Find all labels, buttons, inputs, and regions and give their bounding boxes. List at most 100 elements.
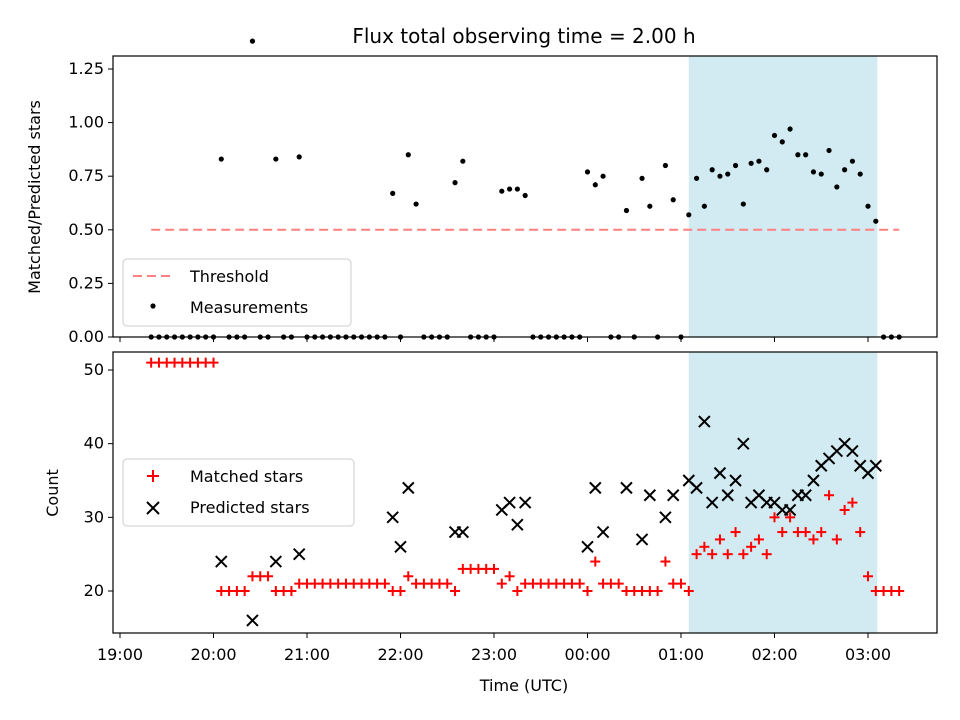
matched-star-point [839,504,850,515]
top-y-tick-label: 1.00 [68,113,104,132]
predicted-star-point [518,496,532,509]
matched-star-point [730,527,741,538]
matched-star-point [847,497,858,508]
measurement-point [592,182,598,188]
matched-star-point [769,512,780,523]
bottom-y-tick-label: 50 [84,360,104,379]
matched-star-point [395,586,406,596]
matched-star-point [208,357,219,368]
matched-star-point [676,578,686,589]
measurement-point [647,203,653,209]
matched-star-point [582,586,593,596]
legend-measurements-label: Measurements [190,298,308,317]
measurement-point [686,212,692,218]
measurement-point [499,188,505,194]
measurement-point [787,126,793,132]
predicted-star-point [667,489,680,502]
predicted-star-point [246,614,259,627]
bottom-y-axis-label: Count [43,469,62,517]
measurement-point [662,162,669,169]
measurement-point [795,152,801,158]
predicted-stars-series [215,415,882,627]
matched-star-point [652,586,663,596]
predicted-star-point [846,444,859,458]
predicted-star-point [511,518,524,531]
bottom-x-axis-label: Time (UTC) [479,676,568,695]
measurement-point [803,152,809,158]
measurement-point [273,156,279,162]
measurement-point [818,171,824,177]
matched-star-point [683,586,694,596]
predicted-star-point [713,466,727,480]
predicted-star-point [620,481,633,495]
predicted-star-point [737,437,750,450]
measurement-point [834,184,840,190]
measurement-point [390,190,396,196]
measurement-point [771,132,778,139]
measurement-point [506,186,513,192]
predicted-star-point [269,555,283,568]
measurement-point [460,158,466,164]
bottom-y-tick-label: 20 [84,581,104,600]
measurement-point [725,171,731,177]
top-y-tick-label: 0.50 [68,220,104,239]
measurement-point [865,203,871,209]
top-y-tick-label: 1.25 [68,59,104,78]
bottom-x-tick-label: 23:00 [471,645,517,664]
top-y-tick-label: 0.25 [68,273,104,292]
matched-star-point [831,534,842,545]
measurement-point [249,38,256,44]
matched-star-point [263,571,274,582]
predicted-star-point [705,496,719,509]
measurement-point [600,173,606,179]
matched-star-point [824,490,835,501]
matched-star-point [707,549,718,560]
measurement-point [623,207,630,214]
measurement-point [639,175,645,181]
predicted-star-point [581,540,594,554]
measurement-point [709,167,715,173]
matched-star-point [660,556,671,567]
predicted-star-point [729,474,742,487]
top-axes-frame [112,55,938,338]
bottom-x-tick-label: 01:00 [658,645,704,664]
matched-star-point [450,586,461,596]
matched-star-point [239,586,250,596]
measurement-point [826,147,832,154]
legend-predicted-label: Predicted stars [190,498,310,517]
measurement-point [405,152,411,158]
matched-star-point [590,556,601,567]
predicted-star-point [869,459,882,472]
matched-star-point [722,549,733,560]
top-legend-box [122,258,352,327]
bottom-shaded-span [688,352,878,633]
predicted-star-point [503,496,516,509]
measurement-point [584,169,591,175]
measurement-point [810,169,817,175]
matched-star-point [738,549,749,560]
bottom-x-tick-label: 00:00 [564,645,610,664]
predicted-star-point [386,511,399,524]
predicted-star-point [635,533,649,546]
top-legend: Threshold Measurements [122,258,352,327]
chart-title: Flux total observing time = 2.00 h [352,24,695,48]
matched-star-point [816,527,827,538]
bottom-x-tick-label: 02:00 [751,645,797,664]
bottom-x-tick-label: 22:00 [377,645,423,664]
predicted-star-point [402,481,415,495]
predicted-star-point [456,525,470,539]
matched-star-point [894,586,905,596]
measurement-point [857,171,863,177]
measurement-point [413,201,419,207]
measurement-point [514,186,520,192]
bottom-axes-frame [112,351,938,634]
matched-star-point [855,527,866,538]
matched-star-point [808,534,819,545]
bottom-x-tick-label: 20:00 [190,645,236,664]
matched-star-point [574,578,585,589]
bottom-x-tick-label: 21:00 [284,645,330,664]
matched-star-point [800,527,811,538]
measurement-point [873,218,879,224]
predicted-star-point [589,481,602,495]
